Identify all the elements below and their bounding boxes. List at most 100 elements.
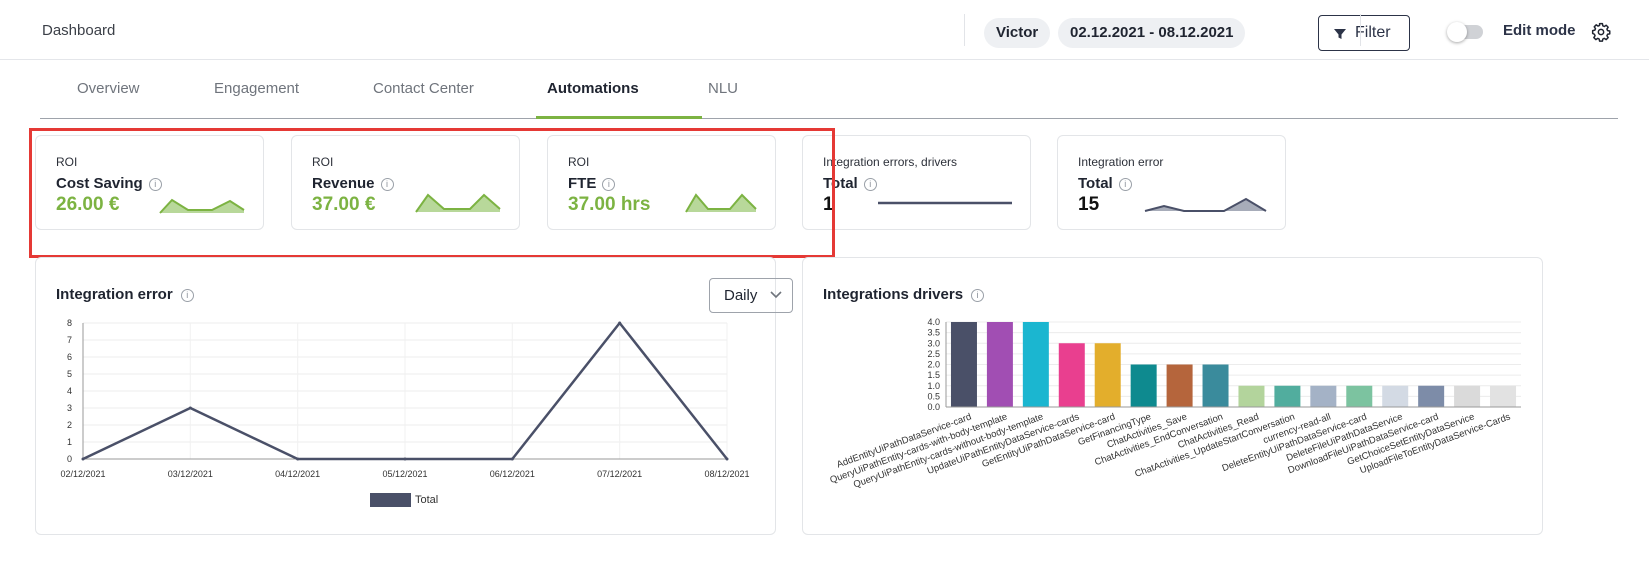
data-point — [403, 457, 407, 461]
info-icon[interactable]: i — [148, 177, 162, 191]
bar[interactable] — [1382, 385, 1409, 407]
sparkline — [415, 193, 501, 213]
kpi-name-label: Cost Saving — [56, 175, 143, 192]
y-tick-label: 2 — [67, 420, 72, 430]
tab-contact-center[interactable]: Contact Center — [373, 80, 474, 97]
x-tick-label: 08/12/2021 — [704, 469, 749, 479]
x-tick-label: 05/12/2021 — [382, 469, 427, 479]
legend-swatch[interactable] — [370, 493, 411, 507]
user-pill[interactable]: Victor — [984, 18, 1051, 48]
edit-mode-label: Edit mode — [1503, 22, 1576, 39]
bar[interactable] — [1418, 385, 1445, 407]
info-icon[interactable]: i — [971, 288, 985, 302]
kpi-name-label: Total — [823, 175, 858, 192]
kpi-sub: Integration errors, drivers — [823, 155, 958, 169]
info-icon[interactable]: i — [602, 177, 616, 191]
period-select-value: Daily — [724, 287, 758, 304]
y-tick-label: 8 — [67, 318, 72, 328]
page-title: Dashboard — [42, 22, 116, 39]
data-point — [510, 457, 514, 461]
info-icon[interactable]: i — [180, 288, 194, 302]
bar[interactable] — [950, 322, 977, 407]
bar[interactable] — [1274, 385, 1301, 407]
y-tick-label: 1.5 — [927, 370, 940, 380]
data-point — [725, 457, 729, 461]
y-tick-label: 4.0 — [927, 317, 940, 327]
kpi-value: 1 — [823, 194, 834, 215]
y-tick-label: 2.0 — [927, 360, 940, 370]
bar-chart: 0.00.51.01.52.02.53.03.54.0AddEntityUiPa… — [829, 317, 1521, 491]
filter-button[interactable]: Filter — [1318, 15, 1410, 51]
tab-engagement[interactable]: Engagement — [214, 80, 300, 97]
kpi-value: 15 — [1078, 194, 1100, 215]
kpi-value: 26.00 € — [56, 194, 120, 215]
y-tick-label: 7 — [67, 335, 72, 345]
kpi-sub: Integration error — [1078, 155, 1164, 169]
y-tick-label: 3 — [67, 403, 72, 413]
y-tick-label: 2.5 — [927, 349, 940, 359]
highlight-box — [29, 128, 835, 258]
date-range-picker[interactable]: 02.12.2021 - 08.12.2021 — [1058, 18, 1246, 48]
bar[interactable] — [1094, 343, 1121, 407]
kpi-name: FTE i — [568, 175, 616, 192]
y-tick-label: 1 — [67, 437, 72, 447]
bar[interactable] — [1130, 364, 1157, 408]
data-point — [81, 457, 85, 461]
filter-icon — [1334, 29, 1346, 39]
tab-nlu[interactable]: NLU — [708, 80, 739, 97]
filter-label: Filter — [1355, 24, 1391, 41]
header-divider — [964, 14, 965, 46]
sparkline — [878, 201, 1012, 205]
kpi-name: Cost Saving i — [56, 175, 162, 192]
legend-label[interactable]: Total — [415, 494, 438, 506]
gear-icon[interactable] — [1591, 22, 1611, 42]
bar[interactable] — [986, 322, 1013, 407]
kpi-name: Revenue i — [312, 175, 394, 192]
kpi-card-revenue[interactable]: ROI Revenue i 37.00 € — [291, 135, 520, 230]
bar[interactable] — [1022, 322, 1049, 407]
x-tick-label: 03/12/2021 — [168, 469, 213, 479]
kpi-sub: ROI — [56, 155, 78, 169]
x-tick-label: 04/12/2021 — [275, 469, 320, 479]
bar[interactable] — [1346, 385, 1373, 407]
bar[interactable] — [1202, 364, 1229, 408]
kpi-name: Total i — [823, 175, 877, 192]
info-icon[interactable]: i — [863, 177, 877, 191]
top-bar: Dashboard Victor 02.12.2021 - 08.12.2021… — [0, 0, 1649, 60]
bar[interactable] — [1058, 343, 1085, 407]
sparkline — [1144, 197, 1267, 212]
info-icon[interactable]: i — [1118, 177, 1132, 191]
kpi-card-integration-error[interactable]: Integration error Total i 15 — [1057, 135, 1286, 230]
info-icon[interactable]: i — [380, 177, 394, 191]
tab-overview[interactable]: Overview — [77, 80, 140, 97]
x-tick-label: 07/12/2021 — [597, 469, 642, 479]
y-tick-label: 4 — [67, 386, 72, 396]
kpi-card-fte[interactable]: ROI FTE i 37.00 hrs — [547, 135, 776, 230]
bar[interactable] — [1166, 364, 1193, 408]
y-tick-label: 1.0 — [927, 381, 940, 391]
y-tick-label: 0.0 — [927, 402, 940, 412]
header-divider — [1360, 14, 1361, 46]
kpi-name: Total i — [1078, 175, 1132, 192]
panel-title: Integration error i — [56, 286, 194, 303]
y-tick-label: 6 — [67, 352, 72, 362]
y-tick-label: 3.5 — [927, 328, 940, 338]
sparkline — [685, 193, 757, 213]
bar[interactable] — [1310, 385, 1337, 407]
kpi-name-label: Revenue — [312, 175, 375, 192]
kpi-name-label: Total — [1078, 175, 1113, 192]
kpi-name-label: FTE — [568, 175, 597, 192]
kpi-value: 37.00 € — [312, 194, 376, 215]
bar[interactable] — [1454, 385, 1481, 407]
bar[interactable] — [1490, 385, 1517, 407]
kpi-value: 37.00 hrs — [568, 194, 651, 215]
tab-automations[interactable]: Automations — [547, 80, 639, 97]
kpi-card-integration-errors-drivers[interactable]: Integration errors, drivers Total i 1 — [802, 135, 1031, 230]
sparkline — [159, 198, 245, 214]
chevron-down-icon — [770, 291, 782, 299]
period-select[interactable]: Daily — [709, 278, 793, 313]
edit-mode-toggle[interactable] — [1447, 22, 1483, 42]
bar[interactable] — [1238, 385, 1265, 407]
kpi-sub: ROI — [312, 155, 334, 169]
kpi-card-cost-saving[interactable]: ROI Cost Saving i 26.00 € — [35, 135, 264, 230]
